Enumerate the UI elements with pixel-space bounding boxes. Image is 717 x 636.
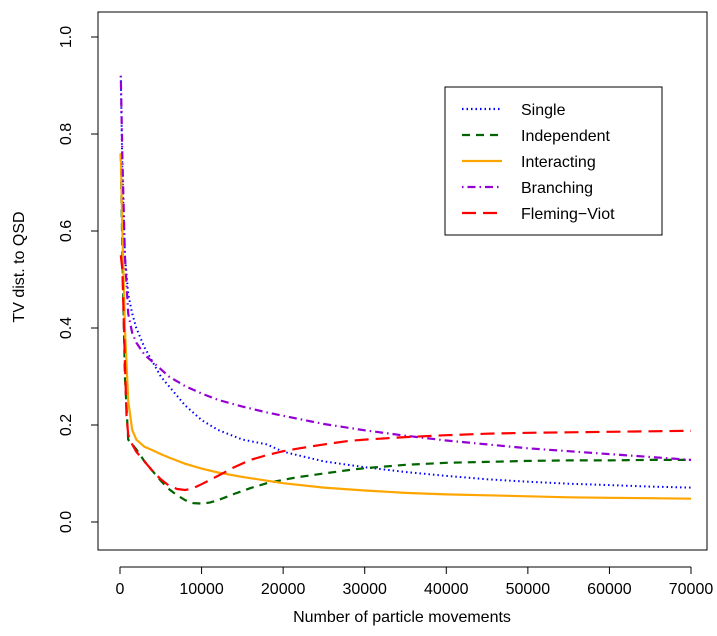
legend-label: Fleming−Viot (521, 206, 615, 223)
y-tick-label: 0.4 (58, 317, 75, 339)
y-tick-label: 1.0 (58, 26, 75, 48)
legend-label: Interacting (521, 154, 596, 171)
x-axis-label: Number of particle movements (293, 609, 511, 626)
x-tick-label: 0 (116, 581, 125, 598)
x-tick-label: 10000 (179, 581, 224, 598)
series-line-3 (119, 75, 692, 461)
x-axis: 0 10000 20000 30000 40000 50000 60000 70000 (116, 566, 714, 598)
y-tick-label: 0.8 (58, 123, 75, 145)
legend: Single Independent Interacting Branching Fle… (444, 86, 663, 236)
x-tick-label: 70000 (669, 581, 714, 598)
legend-label: Single (521, 102, 566, 119)
series-line-0 (119, 75, 692, 489)
series-line-4 (119, 255, 692, 492)
x-tick-label: 40000 (424, 581, 469, 598)
series-layer (119, 75, 692, 505)
y-axis: 0.0 0.2 0.4 0.6 0.8 1.0 (58, 26, 99, 533)
legend-label: Independent (521, 128, 611, 145)
legend-label: Branching (521, 180, 593, 197)
x-tick-label: 50000 (506, 581, 551, 598)
x-tick-label: 30000 (342, 581, 387, 598)
y-axis-label: TV dist. to QSD (11, 211, 28, 322)
y-tick-label: 0.6 (58, 220, 75, 242)
series-line-1 (119, 153, 691, 505)
y-tick-label: 0.0 (58, 511, 75, 533)
x-tick-label: 60000 (587, 581, 632, 598)
series-line-2 (119, 153, 692, 500)
x-tick-label: 20000 (261, 581, 306, 598)
y-tick-label: 0.2 (58, 414, 75, 436)
